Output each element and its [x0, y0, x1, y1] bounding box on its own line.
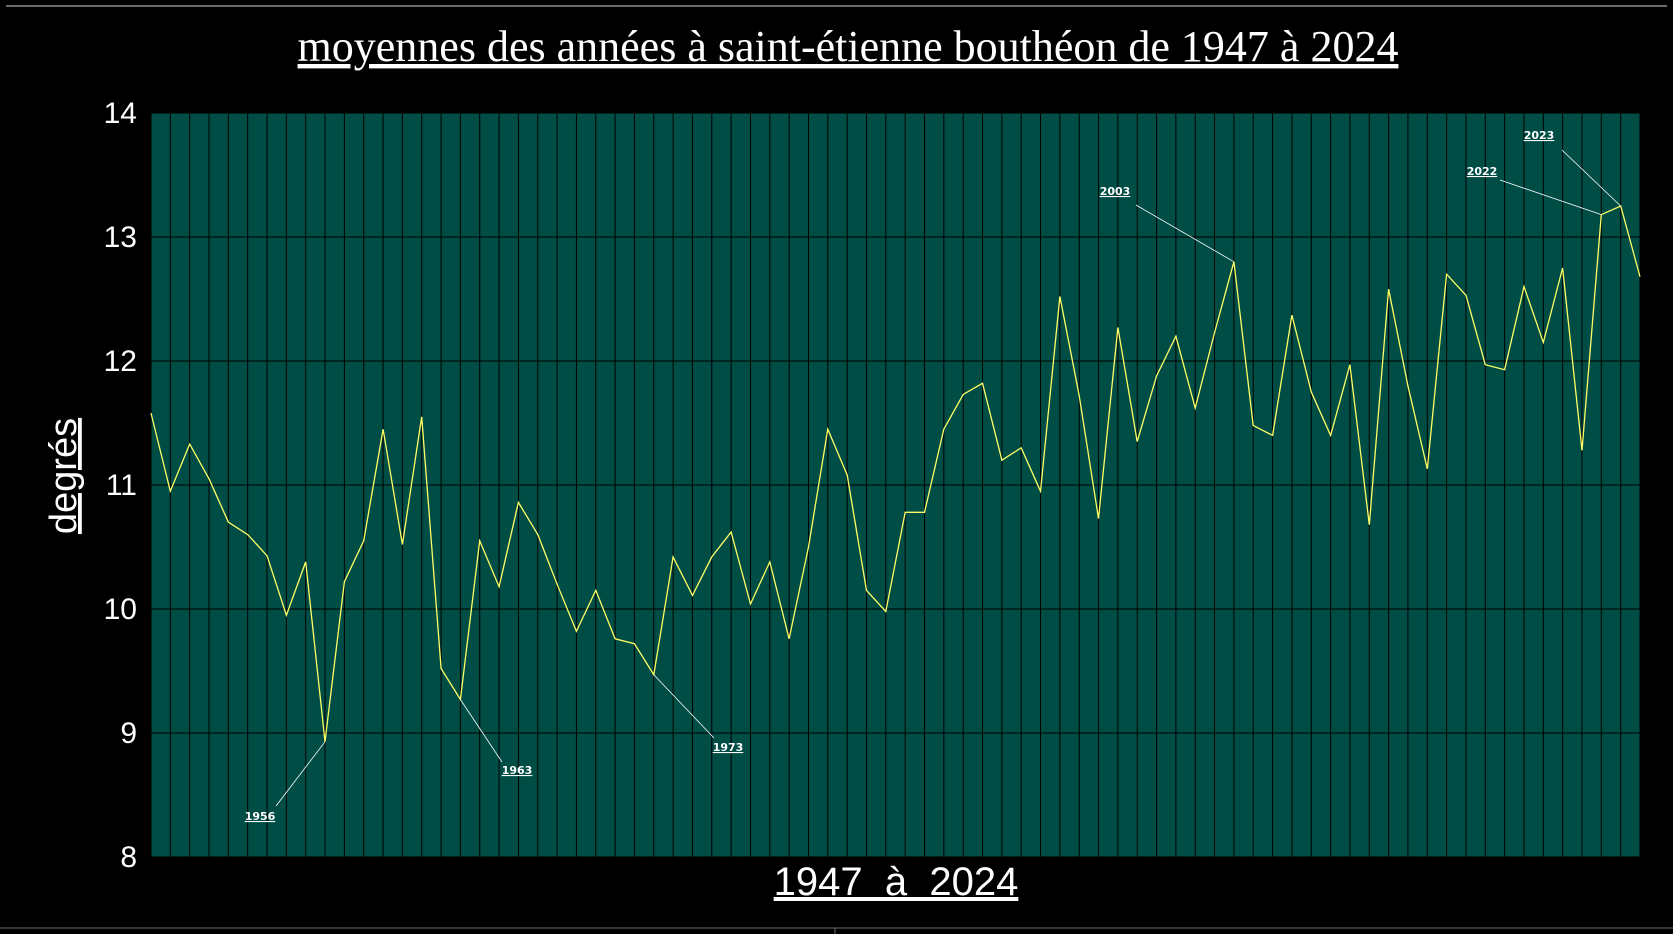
annotation-label: 1956 [245, 810, 276, 823]
annotation-leader-line [1561, 149, 1621, 207]
annotation-label: 2023 [1524, 129, 1555, 142]
y-tick-label: 11 [106, 469, 137, 502]
annotation-label: 2022 [1467, 165, 1498, 178]
y-tick-label: 9 [120, 717, 137, 750]
y-axis-ticks: 8 9 10 11 12 13 14 [104, 97, 137, 874]
y-tick-label: 13 [104, 221, 137, 254]
annotation-label: 1973 [713, 741, 744, 754]
y-axis-label: degrés [43, 418, 85, 534]
annotation-leader-line [1135, 204, 1235, 263]
x-axis-label: 1947 à 2024 [774, 860, 1019, 904]
annotation-leader-line [275, 741, 326, 807]
y-tick-label: 8 [120, 841, 137, 874]
chart-title: moyennes des années à saint-étienne bout… [298, 22, 1399, 71]
y-tick-label: 14 [104, 97, 137, 130]
horizontal-gridlines [151, 112, 1640, 858]
y-tick-label: 10 [104, 593, 137, 626]
annotation-leader-line [460, 699, 503, 763]
plot-area [150, 112, 1641, 858]
series-line [150, 205, 1641, 742]
y-tick-label: 12 [104, 345, 137, 378]
annotation-label: 2003 [1100, 185, 1131, 198]
annotation-leader-line [1499, 179, 1602, 216]
annotations: 1956 1963 1973 2003 2022 2023 [245, 129, 1621, 823]
annotation-label: 1963 [502, 764, 533, 777]
annotation-leader-line [653, 674, 715, 739]
